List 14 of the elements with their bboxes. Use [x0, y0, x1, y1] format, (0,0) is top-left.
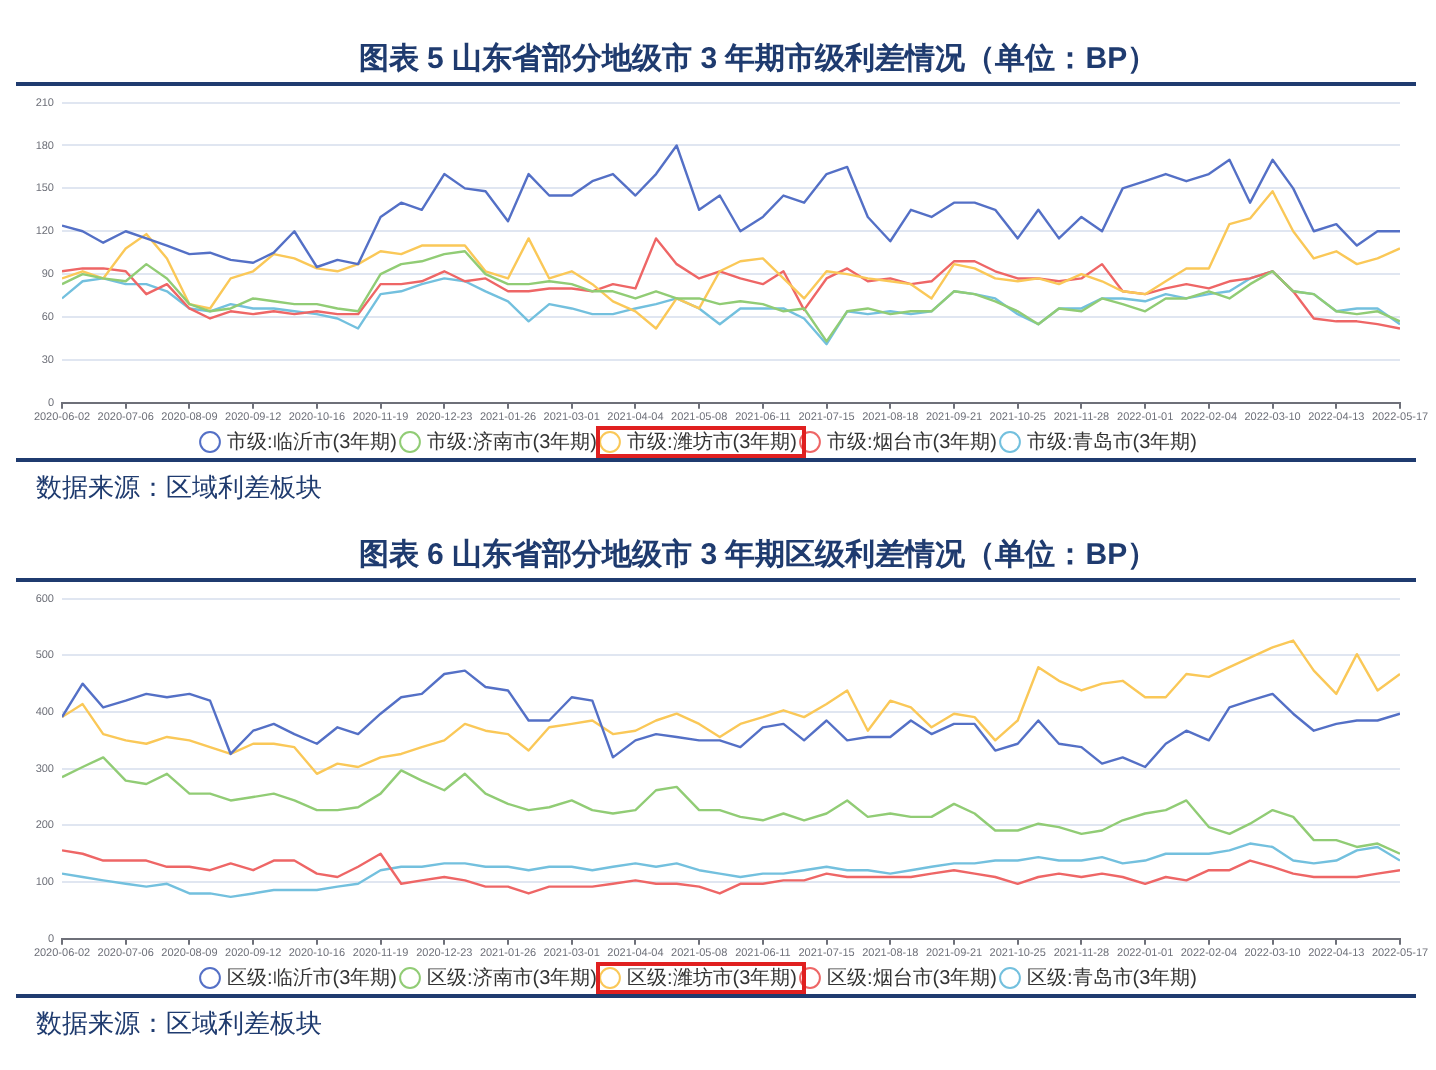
legend-label: 市级:济南市(3年期) — [427, 429, 597, 454]
source-note: 数据来源：区域利差板块 — [36, 1006, 322, 1042]
legend-label: 区级:潍坊市(3年期) — [627, 965, 797, 990]
legend-label: 市级:烟台市(3年期) — [827, 429, 997, 454]
legend-label: 市级:临沂市(3年期) — [227, 429, 397, 454]
legend-label: 市级:青岛市(3年期) — [1027, 429, 1197, 454]
legend-label: 区级:烟台市(3年期) — [827, 965, 997, 990]
legend-label: 区级:临沂市(3年期) — [227, 965, 397, 990]
source-note: 数据来源：区域利差板块 — [36, 470, 322, 506]
legend-label: 市级:潍坊市(3年期) — [627, 429, 797, 454]
chart-title: 图表 5 山东省部分地级市 3 年期市级利差情况（单位：BP） — [356, 42, 1160, 78]
legend-label: 区级:青岛市(3年期) — [1027, 965, 1197, 990]
chart-title: 图表 6 山东省部分地级市 3 年期区级利差情况（单位：BP） — [356, 538, 1160, 574]
legend-label: 区级:济南市(3年期) — [427, 965, 597, 990]
